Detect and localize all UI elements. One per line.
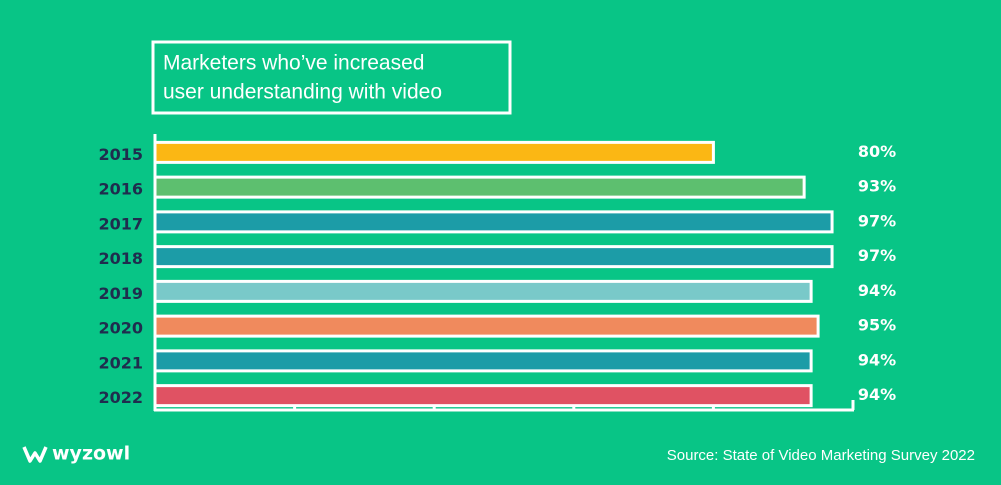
title-box [151,40,512,115]
bar [153,140,715,164]
y-tick-label: 2018 [98,249,143,268]
y-tick-label: 2017 [98,214,143,233]
y-tick-label: 2019 [98,284,143,303]
bar [153,279,813,303]
bar [153,384,813,408]
value-label: 95% [858,316,896,335]
value-label: 97% [858,246,896,265]
bar [153,314,820,338]
bar [153,210,834,234]
y-tick-label: 2020 [98,319,143,338]
logo-icon [22,446,48,463]
bar [153,175,806,199]
value-label: 94% [858,281,896,300]
y-tick-label: 2021 [98,353,143,372]
value-label: 97% [858,211,896,230]
y-tick-label: 2022 [98,388,143,407]
logo-text: wyzowl [52,443,130,465]
chart-title: Marketers who’ve increased [163,52,424,75]
source: Source: State of Video Marketing Survey … [667,447,975,464]
bar [153,349,813,373]
y-tick-label: 2016 [98,180,143,199]
logo: wyzowl [22,443,130,465]
bar [153,245,834,269]
value-label: 94% [858,385,896,404]
value-label: 80% [858,142,896,161]
value-label: 94% [858,350,896,369]
value-label: 93% [858,177,896,196]
chart-title: user understanding with video [163,81,442,104]
y-tick-label: 2015 [98,145,143,164]
